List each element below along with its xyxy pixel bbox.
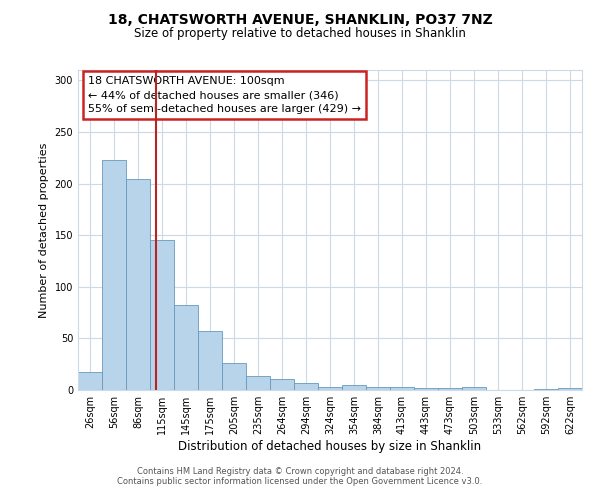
- Bar: [198, 331, 222, 390]
- Text: Contains HM Land Registry data © Crown copyright and database right 2024.: Contains HM Land Registry data © Crown c…: [137, 467, 463, 476]
- Bar: [342, 385, 366, 390]
- Bar: [246, 376, 270, 390]
- Bar: [462, 387, 486, 390]
- Bar: [294, 383, 318, 390]
- Bar: [414, 388, 438, 390]
- Bar: [126, 180, 150, 390]
- Text: Size of property relative to detached houses in Shanklin: Size of property relative to detached ho…: [134, 28, 466, 40]
- Text: 18 CHATSWORTH AVENUE: 100sqm
← 44% of detached houses are smaller (346)
55% of s: 18 CHATSWORTH AVENUE: 100sqm ← 44% of de…: [88, 76, 361, 114]
- Bar: [534, 389, 558, 390]
- Bar: [318, 387, 342, 390]
- X-axis label: Distribution of detached houses by size in Shanklin: Distribution of detached houses by size …: [178, 440, 482, 453]
- Y-axis label: Number of detached properties: Number of detached properties: [39, 142, 49, 318]
- Text: Contains public sector information licensed under the Open Government Licence v3: Contains public sector information licen…: [118, 477, 482, 486]
- Bar: [102, 160, 126, 390]
- Bar: [438, 388, 462, 390]
- Bar: [366, 387, 390, 390]
- Bar: [222, 363, 246, 390]
- Bar: [150, 240, 174, 390]
- Bar: [270, 378, 294, 390]
- Text: 18, CHATSWORTH AVENUE, SHANKLIN, PO37 7NZ: 18, CHATSWORTH AVENUE, SHANKLIN, PO37 7N…: [107, 12, 493, 26]
- Bar: [558, 388, 582, 390]
- Bar: [174, 306, 198, 390]
- Bar: [390, 387, 414, 390]
- Bar: [78, 372, 102, 390]
